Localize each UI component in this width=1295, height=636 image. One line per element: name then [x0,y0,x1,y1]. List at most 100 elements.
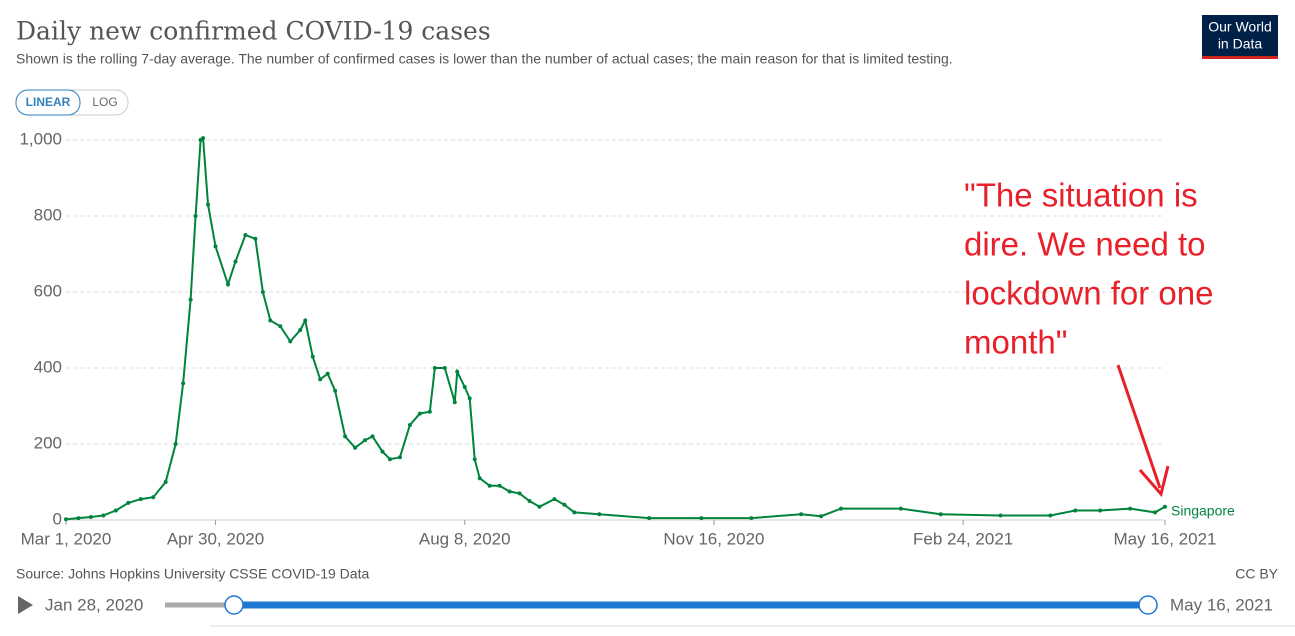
data-point [749,516,754,521]
data-point [88,514,93,519]
x-tick-label: Nov 16, 2020 [663,529,764,548]
logo-text: in Data [1218,36,1263,52]
data-point [699,516,704,521]
series-label: Singapore [1171,502,1235,518]
data-point [188,297,193,302]
data-point [303,318,308,323]
data-point [64,517,68,522]
data-point [417,411,422,416]
data-point [397,455,402,460]
data-point [268,318,273,323]
data-point [507,489,512,494]
data-point [318,377,323,382]
annotation: dire. We need to [964,226,1206,263]
data-point [163,480,168,484]
data-point [225,282,230,287]
data-point [233,259,238,264]
x-tick-label: May 16, 2021 [1113,529,1216,548]
data-point [497,483,502,488]
slider-handle[interactable] [1138,595,1158,615]
data-point [452,400,457,405]
y-tick-label: 200 [34,433,62,452]
data-point [1153,510,1158,515]
data-point [938,512,943,517]
annotation: lockdown for one [964,275,1213,312]
data-point [462,385,467,389]
data-point [432,366,437,370]
data-point [126,500,131,505]
arrow-shaft [1116,364,1162,489]
data-point [325,371,330,376]
data-point [260,290,265,294]
data-point [380,449,385,454]
data-point [298,328,303,332]
data-point [839,506,844,511]
linear-button[interactable] [15,89,81,116]
x-tick-label: Mar 1, 2020 [21,529,112,548]
logo[interactable] [1202,15,1278,59]
y-tick-label: 0 [53,509,62,528]
start-date: Jan 28, 2020 [45,595,143,614]
linear-label: LINEAR [26,95,71,109]
data-point [310,354,315,359]
data-point [1073,508,1078,513]
subtitle: Shown is the rolling 7-day average. The … [16,51,953,67]
data-point [517,491,522,496]
data-point [193,214,198,218]
data-point [487,483,492,488]
data-point [799,512,804,517]
data-point [477,476,482,481]
end-date: May 16, 2021 [1170,595,1273,614]
data-point [288,339,293,344]
y-tick-label: 400 [34,357,62,376]
data-point [562,502,567,507]
data-point [467,396,472,401]
logo-text: Our World [1208,19,1272,35]
annotation: month" [964,324,1067,361]
data-point [206,202,211,207]
data-point [1098,508,1103,513]
data-point [387,457,392,462]
license: CC BY [1235,566,1278,582]
data-point [278,324,283,329]
y-tick-label: 600 [34,281,62,300]
x-tick-label: Apr 30, 2020 [167,529,264,548]
annotation-arrow [1116,364,1170,498]
data-point [407,423,412,427]
data-point [181,381,186,386]
chart-title: Daily new confirmed COVID-19 cases [16,17,491,46]
play-button[interactable] [18,596,33,614]
data-point [998,513,1003,518]
data-point [113,508,118,513]
log-label[interactable]: LOG [92,95,117,109]
source: Source: Johns Hopkins University CSSE CO… [16,566,369,582]
arrow-head [1138,465,1170,498]
data-point [138,497,143,502]
slider-handle[interactable] [224,595,244,615]
data-point [1128,506,1133,511]
data-point [370,434,375,439]
data-point [353,445,358,450]
data-point [1048,513,1053,518]
x-tick-label: Feb 24, 2021 [913,529,1013,548]
data-point [898,506,903,511]
data-point [427,409,432,414]
data-point [455,369,460,374]
data-point [647,516,652,521]
data-point [253,236,258,241]
data-point [201,136,206,141]
data-point [101,513,106,518]
y-tick-label: 1,000 [19,129,62,148]
data-point [343,434,348,439]
data-point [243,233,248,237]
x-tick-label: Aug 8, 2020 [419,529,511,548]
data-point [537,504,542,509]
logo-bar [1202,56,1278,59]
data-point [572,510,577,515]
data-point [333,388,338,393]
data-point [213,244,218,249]
y-tick-label: 800 [34,205,62,224]
annotation: "The situation is [964,177,1198,214]
data-point [819,514,824,519]
